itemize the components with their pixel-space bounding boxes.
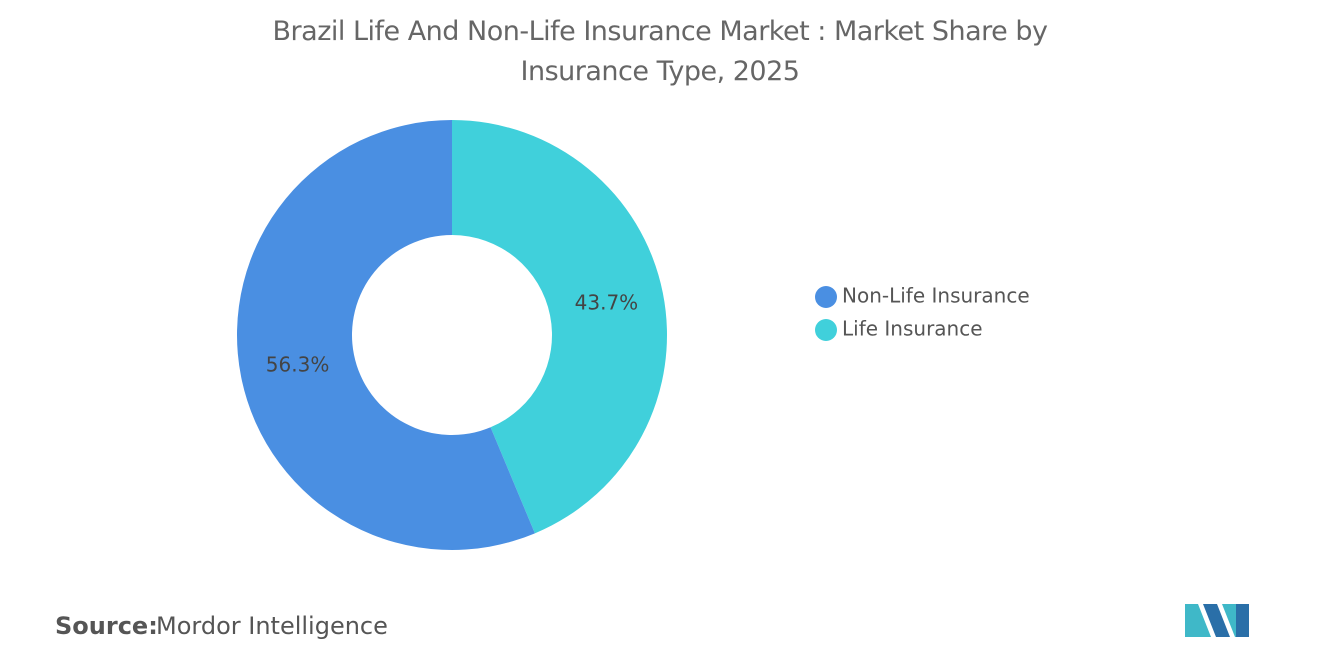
donut-slice — [452, 120, 667, 534]
donut-slice — [237, 120, 535, 550]
legend-marker — [815, 286, 837, 308]
legend-label: Life Insurance — [842, 317, 983, 341]
legend-marker — [815, 319, 837, 341]
data-label: 56.3% — [266, 352, 330, 376]
source-label: Source: — [55, 612, 158, 640]
logo — [1185, 604, 1249, 637]
legend-label: Non-Life Insurance — [842, 284, 1030, 308]
source: Mordor Intelligence — [156, 612, 388, 640]
data-label: 43.7% — [575, 291, 639, 315]
chart-title: Brazil Life And Non-Life Insurance Marke… — [272, 16, 1048, 87]
